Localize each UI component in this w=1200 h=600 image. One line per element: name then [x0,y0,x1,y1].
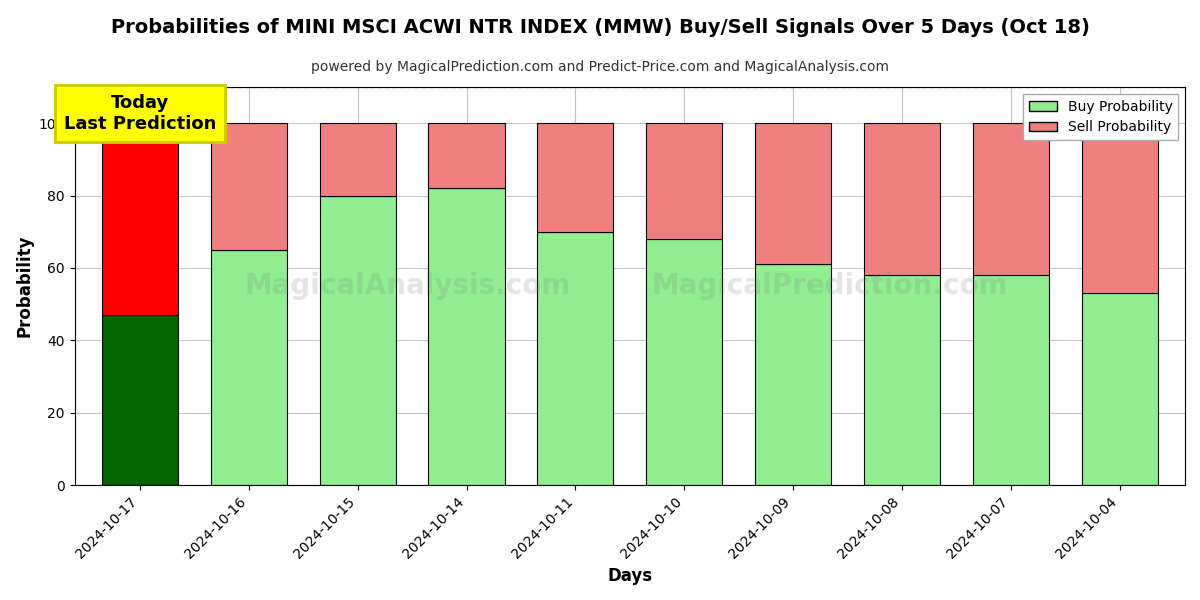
Bar [973,275,1049,485]
Bar [211,250,287,485]
Bar [102,315,178,485]
Text: Today
Last Prediction: Today Last Prediction [64,94,216,133]
Text: Probabilities of MINI MSCI ACWI NTR INDEX (MMW) Buy/Sell Signals Over 5 Days (Oc: Probabilities of MINI MSCI ACWI NTR INDE… [110,18,1090,37]
X-axis label: Days: Days [607,567,653,585]
Bar [646,123,722,239]
Bar [864,123,940,275]
Bar [538,123,613,232]
Bar [538,232,613,485]
Text: MagicalAnalysis.com: MagicalAnalysis.com [245,272,571,300]
Bar [1081,123,1158,293]
Bar [319,123,396,196]
Bar [755,265,832,485]
Legend: Buy Probability, Sell Probability: Buy Probability, Sell Probability [1024,94,1178,140]
Bar [1081,293,1158,485]
Bar [319,196,396,485]
Text: powered by MagicalPrediction.com and Predict-Price.com and MagicalAnalysis.com: powered by MagicalPrediction.com and Pre… [311,60,889,74]
Bar [102,123,178,315]
Bar [211,123,287,250]
Text: MagicalPrediction.com: MagicalPrediction.com [652,272,1008,300]
Bar [646,239,722,485]
Y-axis label: Probability: Probability [16,235,34,337]
Bar [428,188,505,485]
Bar [864,275,940,485]
Bar [428,123,505,188]
Bar [755,123,832,265]
Bar [973,123,1049,275]
